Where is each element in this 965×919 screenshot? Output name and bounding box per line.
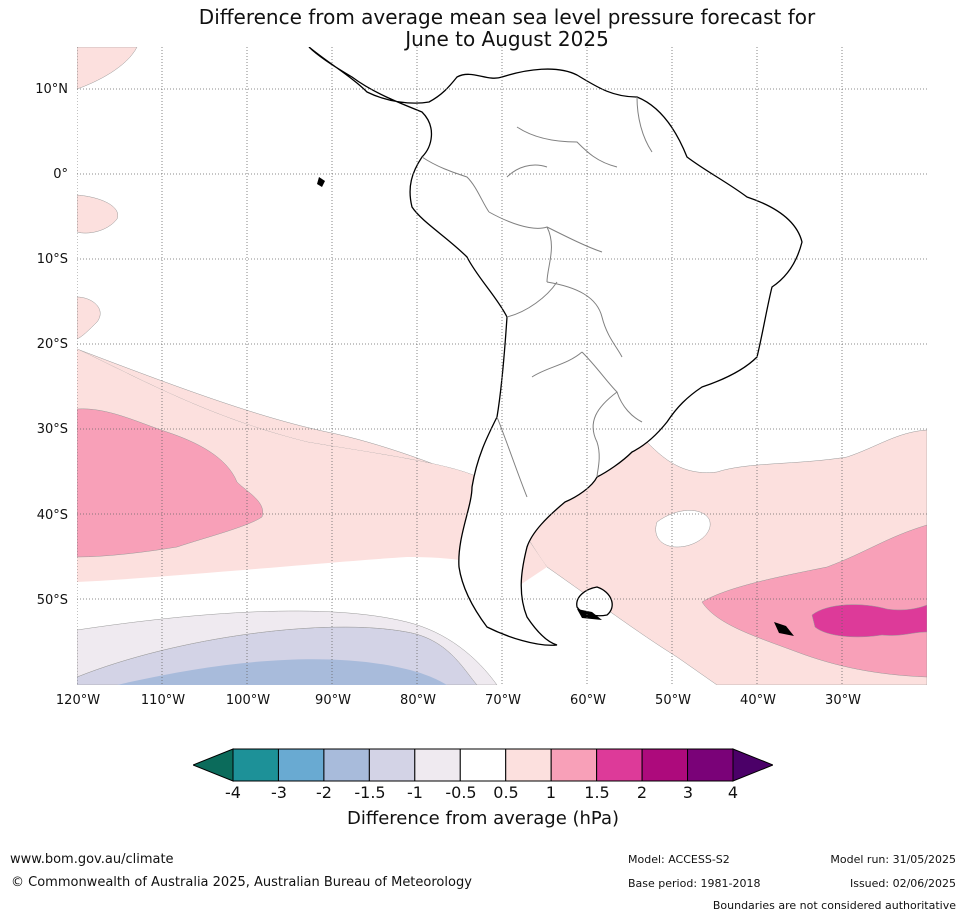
colorbar-tick-label: -1 (407, 783, 423, 802)
anomaly-area-positive-0.5-west-2 (77, 296, 101, 340)
footer-base-period: Base period: 1981-2018 (628, 877, 761, 890)
graticule (77, 47, 927, 685)
lon-label: 40°W (740, 693, 776, 708)
country-borders (421, 96, 653, 498)
colorbar-cell (414, 748, 461, 782)
colorbar-high-extend (732, 748, 773, 782)
lon-label: 50°W (655, 693, 691, 708)
lat-label: 10°N (35, 82, 68, 97)
colorbar-cells (232, 748, 734, 782)
anomaly-area-white-hole (655, 510, 711, 548)
lon-label: 90°W (315, 693, 351, 708)
colorbar-tick-label: -2 (316, 783, 332, 802)
colorbar-cell (550, 748, 598, 782)
colorbar (193, 748, 773, 782)
colorbar-tick-label: 0.5 (493, 783, 519, 802)
map-svg (77, 47, 927, 685)
footer-issued: Issued: 02/06/2025 (849, 877, 956, 890)
lat-label: 10°S (36, 252, 68, 267)
pressure-anomaly-fields (77, 47, 927, 685)
lon-label: 70°W (485, 693, 521, 708)
colorbar-low-extend (193, 748, 234, 782)
lon-label: 120°W (55, 693, 101, 708)
anomaly-area-positive-0.5-west (77, 194, 118, 234)
colorbar-tick-label: -3 (271, 783, 287, 802)
lon-label: 60°W (570, 693, 606, 708)
colorbar-tick-label: -4 (225, 783, 241, 802)
lon-label: 110°W (140, 693, 186, 708)
anomaly-area-negative-1 (77, 610, 498, 685)
anomaly-area-positive-1.5-east (811, 604, 927, 638)
footer-url: www.bom.gov.au/climate (10, 852, 174, 867)
lon-label: 80°W (400, 693, 436, 708)
colorbar-cell (368, 748, 416, 782)
colorbar-tick-label: 2 (636, 783, 648, 802)
lon-label: 100°W (225, 693, 271, 708)
colorbar-tick-label: -1.5 (354, 783, 386, 802)
islands (317, 177, 794, 636)
colorbar-cell (459, 748, 507, 782)
colorbar-tick-label: -0.5 (445, 783, 477, 802)
lat-label: 30°S (36, 422, 68, 437)
lat-label: 0° (53, 167, 68, 182)
anomaly-area-positive-0.5-north (77, 47, 138, 90)
colorbar-cell (277, 748, 325, 782)
map-title-line-1: Difference from average mean sea level p… (198, 5, 816, 29)
lat-label: 40°S (36, 508, 68, 523)
colorbar-cell (641, 748, 689, 782)
colorbar-cell (232, 748, 279, 782)
anomaly-area-positive-1-east (701, 524, 927, 678)
anomaly-area-negative-2 (117, 659, 447, 685)
lat-label: 20°S (36, 337, 68, 352)
footer-disclaimer: Boundaries are not considered authoritat… (712, 899, 956, 912)
colorbar-tick-label: 4 (727, 783, 739, 802)
south-america-land (308, 47, 803, 646)
colorbar-tick-label: 1 (545, 783, 557, 802)
footer-model: Model: ACCESS-S2 (628, 853, 730, 866)
colorbar-label: Difference from average (hPa) (346, 808, 620, 829)
colorbar-tick-label: 1.5 (584, 783, 610, 802)
lon-label: 30°W (825, 693, 861, 708)
footer-copyright: © Commonwealth of Australia 2025, Austra… (11, 875, 472, 890)
lat-label: 50°S (36, 593, 68, 608)
colorbar-cell (596, 748, 643, 782)
footer-model-run: Model run: 31/05/2025 (830, 853, 956, 866)
colorbar-tick-label: 3 (682, 783, 694, 802)
map-title-line-2: June to August 2025 (405, 27, 609, 51)
colorbar-cell (323, 748, 370, 782)
colorbar-cell (505, 748, 552, 782)
colorbar-cell (687, 748, 734, 782)
map-panel (77, 47, 927, 685)
